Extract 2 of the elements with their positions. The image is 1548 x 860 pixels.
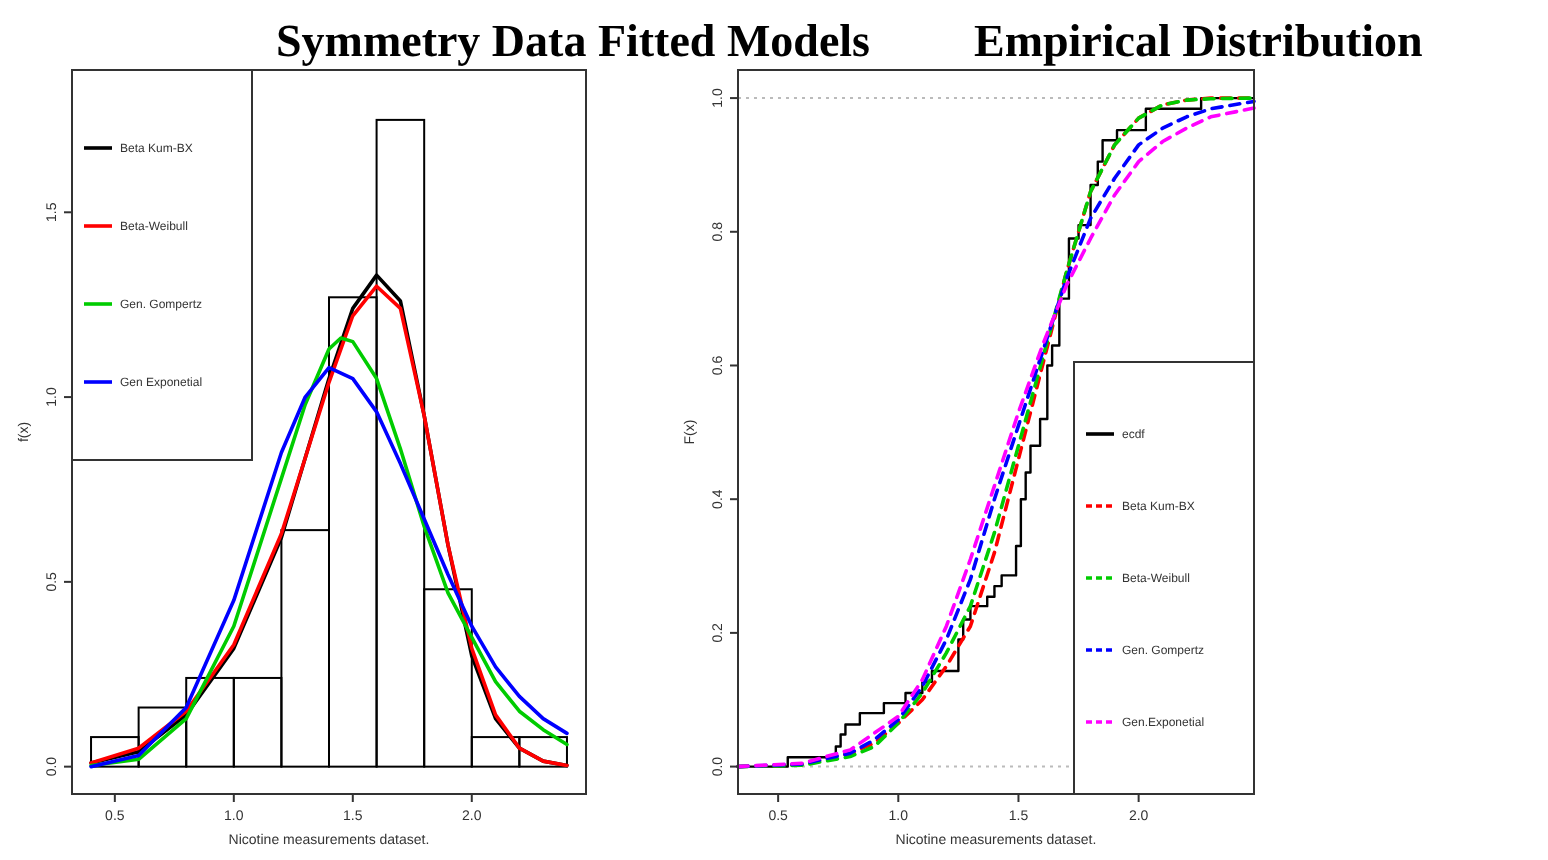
chart-title: Symmetry Data Fitted Models: [276, 16, 871, 66]
chart-title: Empirical Distribution: [974, 16, 1423, 66]
